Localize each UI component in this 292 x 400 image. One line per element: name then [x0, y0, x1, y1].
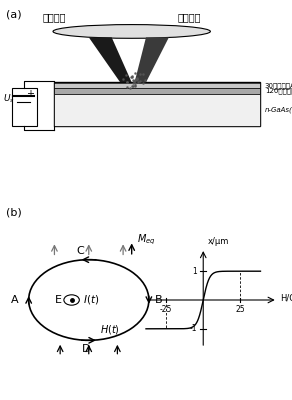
Point: [129, 74, 134, 81]
Point: [134, 76, 138, 83]
Text: $U_s$: $U_s$: [3, 93, 15, 105]
Point: [141, 80, 146, 86]
Point: [123, 72, 128, 78]
Point: [133, 69, 138, 76]
Text: 25: 25: [236, 305, 245, 314]
Point: [130, 74, 135, 80]
Text: (b): (b): [6, 208, 22, 218]
Text: H/Oe: H/Oe: [281, 294, 292, 302]
Point: [131, 80, 135, 86]
Text: -25: -25: [160, 305, 172, 314]
Text: C: C: [77, 246, 84, 256]
Point: [132, 83, 137, 90]
Point: [135, 76, 140, 82]
Point: [132, 80, 137, 86]
Text: E: E: [55, 295, 62, 305]
Point: [128, 84, 133, 91]
Text: $H(t)$: $H(t)$: [100, 323, 120, 336]
Point: [125, 78, 129, 85]
Point: [138, 78, 142, 84]
Point: [135, 75, 140, 82]
Text: 探测脉冲: 探测脉冲: [177, 12, 201, 22]
Text: B: B: [154, 295, 162, 305]
Bar: [54, 88, 260, 94]
Text: 120层单分子层CoFe: 120层单分子层CoFe: [265, 88, 292, 94]
Point: [135, 78, 140, 85]
Point: [132, 78, 137, 84]
Point: [143, 76, 147, 83]
Text: 1: 1: [192, 267, 197, 276]
Point: [130, 73, 135, 80]
Text: 抗运脉冲: 抗运脉冲: [43, 12, 66, 22]
Point: [131, 78, 136, 84]
Text: D: D: [82, 344, 90, 354]
Point: [134, 75, 139, 82]
Point: [125, 84, 129, 90]
Point: [132, 82, 137, 88]
Point: [131, 83, 136, 90]
Bar: [54, 82, 260, 126]
Text: x/μm: x/μm: [208, 237, 229, 246]
Text: -1: -1: [190, 324, 197, 333]
Circle shape: [64, 295, 79, 305]
Text: +: +: [26, 89, 34, 99]
Bar: [11, 88, 37, 126]
Point: [130, 77, 135, 83]
Point: [124, 79, 129, 86]
Bar: [54, 94, 260, 126]
Text: (a): (a): [6, 10, 21, 20]
Ellipse shape: [53, 24, 210, 38]
Point: [130, 82, 135, 89]
Point: [133, 76, 138, 83]
Text: A: A: [11, 295, 19, 305]
Bar: [54, 83, 260, 88]
Text: $M_{eq}$: $M_{eq}$: [138, 232, 156, 247]
Text: $I(t)$: $I(t)$: [83, 294, 99, 306]
Point: [141, 70, 145, 77]
Text: 30层单分子Au: 30层单分子Au: [265, 82, 292, 89]
Point: [138, 71, 142, 78]
Polygon shape: [135, 37, 169, 82]
Polygon shape: [89, 37, 132, 82]
Text: n-GaAs(100): n-GaAs(100): [265, 106, 292, 113]
Point: [120, 76, 125, 82]
